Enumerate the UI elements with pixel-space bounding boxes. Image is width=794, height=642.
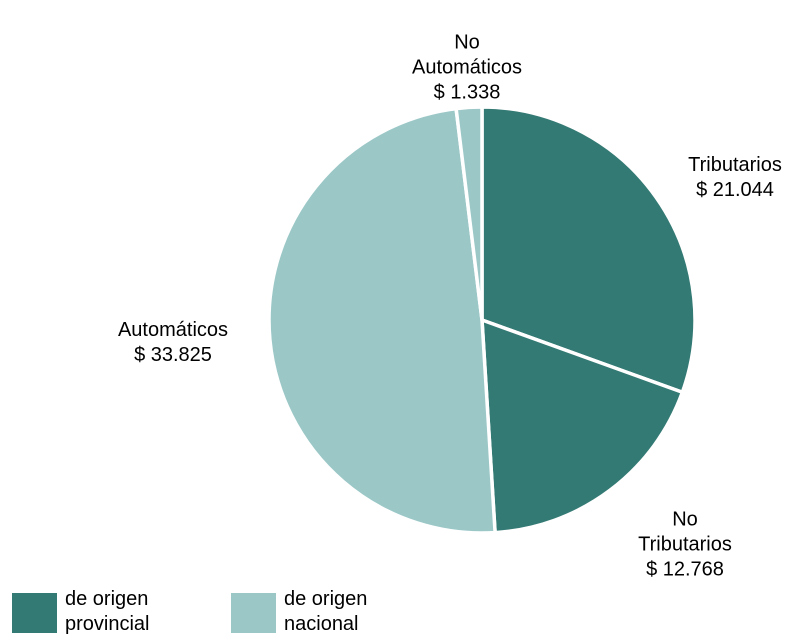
slice-value: $ 21.044 <box>696 179 774 201</box>
slice-label: Tributarios $ 21.044 <box>688 153 782 203</box>
legend-swatch <box>231 593 276 633</box>
slice-value: $ 12.768 <box>646 558 724 581</box>
slice-category: Automáticos <box>117 319 229 341</box>
slice-category: Tributarios <box>688 154 782 176</box>
slice-label: No Tributarios $ 12.768 <box>638 508 732 583</box>
slice-label: No Automáticos $ 1.338 <box>412 31 522 106</box>
legend-label: de origen provincial <box>65 588 150 635</box>
legend-label: de origen nacional <box>284 588 368 635</box>
pie-slice <box>267 106 497 535</box>
pie-slice <box>454 105 484 322</box>
slice-value: $ 1.338 <box>433 81 501 104</box>
pie-slice <box>480 318 685 535</box>
slice-value: $ 33.825 <box>134 344 212 366</box>
slice-category: No Automáticos <box>411 31 523 79</box>
slice-label: Automáticos $ 33.825 <box>118 318 228 368</box>
pie-slice <box>480 105 697 395</box>
legend-swatch <box>12 593 57 633</box>
slice-category: No Tributarios <box>638 508 732 556</box>
